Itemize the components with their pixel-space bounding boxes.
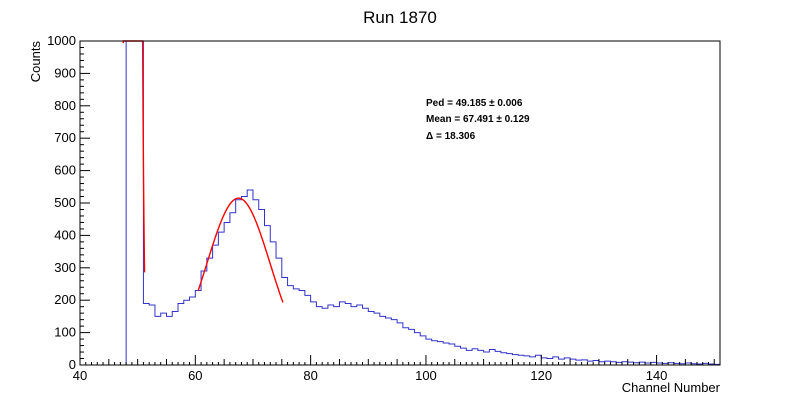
y-axis-title: Counts: [28, 41, 43, 83]
delta-annotation: Δ = 18.306: [426, 131, 476, 142]
histogram-layer: [80, 40, 720, 366]
x-tick-label: 140: [646, 368, 668, 383]
y-tick-label: 600: [54, 163, 76, 178]
y-tick-label: 100: [54, 325, 76, 340]
fit-curves-layer: [122, 40, 284, 303]
y-tick-label: 300: [54, 260, 76, 275]
x-axis: 40 60 80 100 120 140: [73, 355, 721, 383]
histogram-outline: [80, 40, 720, 366]
x-axis-title: Channel Number: [622, 380, 721, 395]
x-tick-label: 100: [415, 368, 437, 383]
y-tick-label: 700: [54, 130, 76, 145]
y-tick-label: 800: [54, 98, 76, 113]
stats-annotations: Ped = 49.185 ± 0.006 Mean = 67.491 ± 0.1…: [426, 98, 530, 142]
y-tick-label: 0: [69, 357, 76, 372]
x-tick-label: 120: [530, 368, 552, 383]
fit-curve-2: [197, 197, 284, 303]
y-tick-label: 500: [54, 195, 76, 210]
x-tick-label: 60: [188, 368, 202, 383]
y-tick-label: 200: [54, 292, 76, 307]
x-tick-label: 40: [73, 368, 87, 383]
plot-frame: [79, 40, 721, 366]
ped-annotation: Ped = 49.185 ± 0.006: [426, 98, 523, 109]
y-tick-label: 400: [54, 227, 76, 242]
mean-annotation: Mean = 67.491 ± 0.129: [426, 114, 530, 125]
chart-title: Run 1870: [363, 8, 437, 27]
y-tick-label: 900: [54, 65, 76, 80]
y-axis: 0 100 200 300 400 500 600 700 800 900 1000: [47, 33, 90, 372]
x-tick-label: 80: [303, 368, 317, 383]
y-tick-label: 1000: [47, 33, 76, 48]
